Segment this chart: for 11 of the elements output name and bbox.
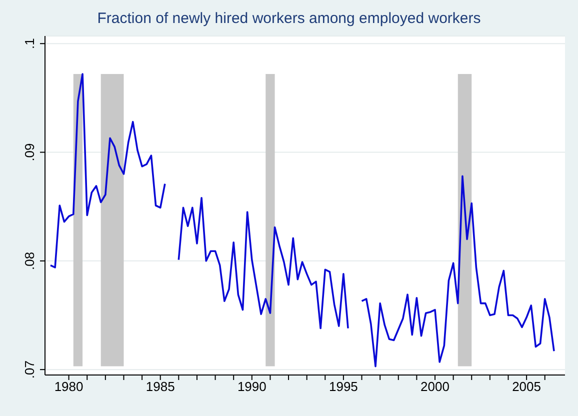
x-tick-label: 1990: [237, 379, 266, 394]
x-tick-label: 1985: [146, 379, 175, 394]
x-tick-label: 1980: [54, 379, 84, 394]
x-tick-label: 2000: [420, 379, 450, 394]
chart-title: Fraction of newly hired workers among employed workers: [96, 10, 482, 27]
y-tick-label: .08: [22, 252, 37, 270]
x-tick-label: 1995: [328, 379, 358, 394]
x-tick-label: 2005: [512, 379, 542, 394]
y-tick-label: .09: [22, 143, 37, 162]
y-tick-label: .1: [22, 38, 37, 50]
y-tick-label: .07: [22, 360, 37, 379]
